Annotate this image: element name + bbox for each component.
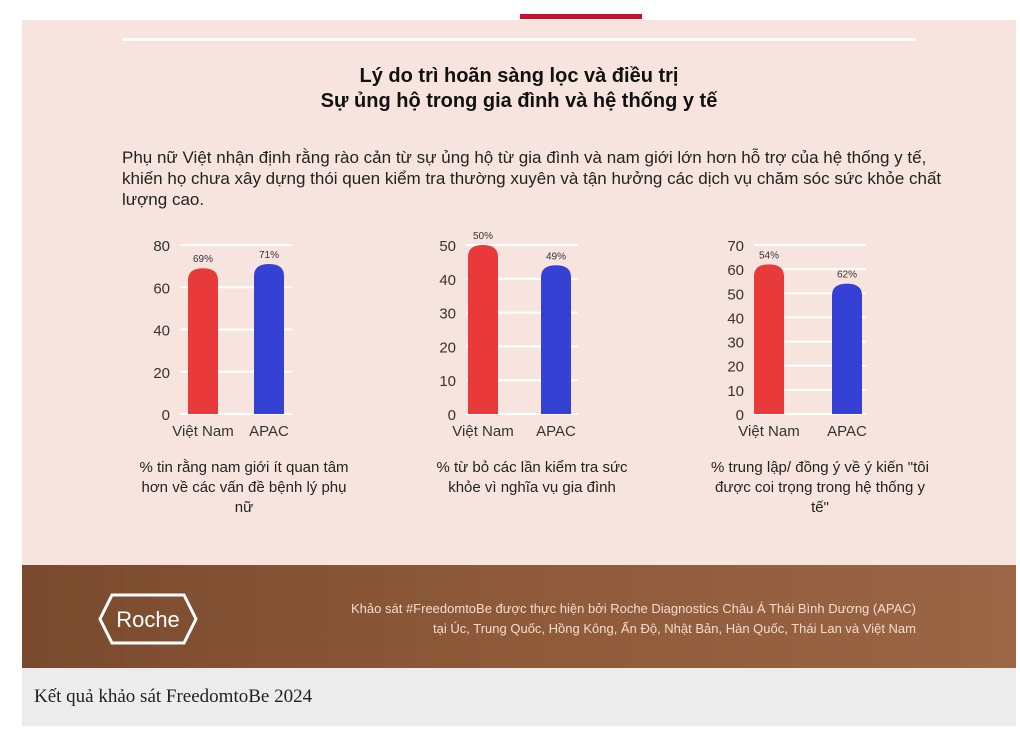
title-line-1: Lý do trì hoãn sàng lọc và điều trị: [359, 65, 679, 87]
chart-2-category-label: APAC: [536, 423, 576, 440]
chart-3-caption: % trung lập/ đồng ý về ý kiến "tôi được …: [711, 459, 929, 516]
chart-1-y-tick-label: 20: [153, 365, 170, 382]
title-line-2: Sự ủng hộ trong gia đình và hệ thống y t…: [320, 90, 718, 112]
chart-2-y-tick-label: 40: [439, 272, 456, 289]
chart-1-bar-vietnam: [188, 268, 218, 414]
image-caption: Kết quả khảo sát FreedomtoBe 2024: [34, 686, 313, 707]
top-accent-bar: [520, 14, 642, 19]
chart-2-data-label: 49%: [546, 251, 566, 262]
chart-2-y-tick-label: 0: [448, 407, 456, 424]
divider: [122, 38, 916, 41]
chart-1-y-tick-label: 0: [162, 407, 170, 424]
chart-3-y-tick-label: 50: [727, 286, 744, 303]
chart-2-y-tick-label: 20: [439, 339, 456, 356]
chart-3-bar-apac: [832, 283, 862, 414]
chart-2-bar-vietnam: [468, 245, 498, 414]
chart-1-y-tick-label: 40: [153, 323, 170, 340]
chart-3-y-tick-label: 20: [727, 359, 744, 376]
footer-line-2: tại Úc, Trung Quốc, Hồng Kông, Ấn Độ, Nh…: [433, 621, 916, 636]
chart-3-y-tick-label: 0: [736, 407, 744, 424]
infographic-card: Lý do trì hoãn sàng lọc và điều trị Sự ủ…: [22, 20, 1016, 565]
chart-3-y-tick-label: 40: [727, 310, 744, 327]
chart-2-data-label: 50%: [473, 231, 493, 242]
roche-logo-icon: Roche: [98, 593, 198, 645]
footer-text: Khảo sát #FreedomtoBe được thực hiện bởi…: [351, 599, 916, 639]
chart-3-data-label: 54%: [759, 250, 779, 261]
chart-1-data-label: 69%: [193, 254, 213, 265]
bar-charts: 0 20 40 60 80 69% Việt Nam 71% APAC 0 10 20 30 40 50 50…: [153, 231, 867, 440]
chart-3-y-tick-label: 70: [727, 238, 744, 255]
chart-2-caption: % từ bỏ các lần kiểm tra sức khỏe vì ngh…: [436, 459, 628, 496]
chart-2-y-tick-label: 30: [439, 306, 456, 323]
chart-1-category-label: Việt Nam: [172, 423, 233, 440]
chart-1-data-label: 71%: [259, 250, 279, 261]
chart-1-caption: % tin rằng nam giới ít quan tâm hơn về c…: [139, 459, 349, 516]
chart-3-y-tick-label: 30: [727, 335, 744, 352]
chart-2-y-tick-label: 50: [439, 238, 456, 255]
chart-3-y-tick-label: 10: [727, 383, 744, 400]
footer-line-1: Khảo sát #FreedomtoBe được thực hiện bởi…: [351, 601, 916, 616]
chart-2-bar-apac: [541, 265, 571, 414]
chart-3-y-tick-label: 60: [727, 262, 744, 279]
logo-text: Roche: [116, 607, 180, 632]
chart-2-category-label: Việt Nam: [452, 423, 513, 440]
infographic-title: Lý do trì hoãn sàng lọc và điều trị Sự ủ…: [22, 64, 1016, 114]
chart-1-y-tick-label: 60: [153, 280, 170, 297]
chart-1-y-tick-label: 80: [153, 238, 170, 255]
image-caption-bar: Kết quả khảo sát FreedomtoBe 2024: [22, 668, 1016, 726]
chart-1-category-label: APAC: [249, 423, 289, 440]
chart-1-bar-apac: [254, 264, 284, 414]
chart-3-category-label: Việt Nam: [738, 423, 799, 440]
chart-3-data-label: 62%: [837, 270, 857, 281]
footer-banner: Roche Khảo sát #FreedomtoBe được thực hi…: [22, 565, 1016, 668]
chart-3-bar-vietnam: [754, 264, 784, 414]
chart-2-y-tick-label: 10: [439, 373, 456, 390]
chart-3-category-label: APAC: [827, 423, 867, 440]
intro-paragraph: Phụ nữ Việt nhận định rằng rào cản từ sự…: [122, 148, 942, 209]
